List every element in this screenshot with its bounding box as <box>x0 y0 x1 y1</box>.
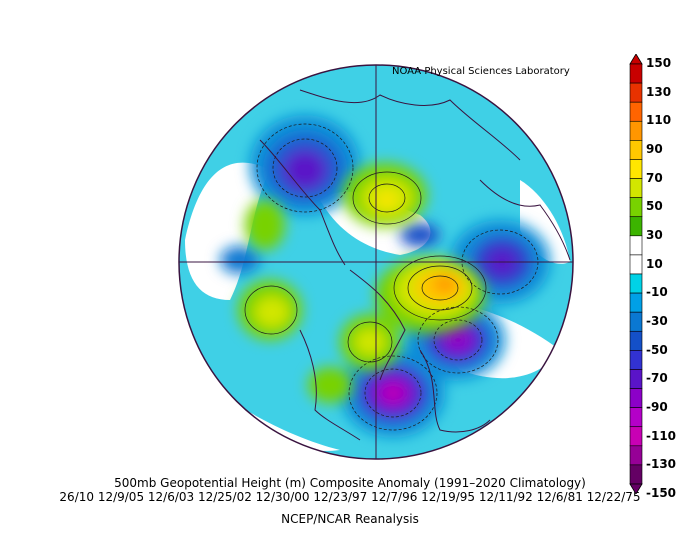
colorbar-swatch <box>629 311 643 332</box>
colorbar-swatch <box>629 63 643 84</box>
colorbar-swatch <box>629 254 643 275</box>
colorbar-tick-label: 30 <box>646 228 663 242</box>
colorbar-tick-label: -30 <box>646 314 668 328</box>
colorbar-tick-label: 10 <box>646 256 663 271</box>
colorbar-swatch <box>629 216 643 237</box>
colorbar-arrow-bottom <box>629 483 643 494</box>
colorbar-swatch <box>629 140 643 160</box>
caption-dates: 26/10 12/9/05 12/6/03 12/25/02 12/30/00 … <box>59 490 641 504</box>
colorbar-swatch <box>629 273 643 294</box>
positive-anomaly-regions <box>238 163 485 403</box>
graticule <box>179 65 573 459</box>
colorbar-tick-label: 110 <box>646 113 672 128</box>
colorbar-swatch <box>629 464 643 485</box>
colorbar-swatch <box>629 426 643 447</box>
colorbar-swatch <box>629 369 643 389</box>
colorbar-swatch <box>629 82 643 103</box>
coastlines <box>259 89 571 441</box>
colorbar-tick-label: -50 <box>646 342 668 357</box>
colorbar-arrow-top <box>629 54 643 65</box>
colorbar-swatch <box>629 235 643 256</box>
colorbar-tick-label: 50 <box>646 199 663 214</box>
colorbar-swatch <box>629 101 643 122</box>
colorbar-tick-label: 70 <box>646 170 663 185</box>
colorbar-swatch <box>629 292 643 313</box>
colorbar-swatch <box>629 407 643 428</box>
colorbar-tick-label: -130 <box>646 457 677 472</box>
map-boundary <box>178 64 574 460</box>
colorbar-tick-label: 130 <box>646 84 672 99</box>
colorbar-tick-label: -70 <box>646 371 668 386</box>
positive-contours <box>244 171 487 363</box>
colorbar-tick-label: -10 <box>646 285 668 300</box>
caption-source: NCEP/NCAR Reanalysis <box>281 512 419 526</box>
colorbar-tick-label: 150 <box>646 56 672 70</box>
colorbar-swatch <box>629 350 643 370</box>
colorbar-swatch <box>629 445 643 466</box>
colorbar-swatch <box>629 197 643 218</box>
caption-title: 500mb Geopotential Height (m) Composite … <box>114 476 586 490</box>
lab-label: NOAA Physical Sciences Laboratory <box>392 66 570 77</box>
colorbar-swatch <box>629 178 643 198</box>
colorbar: 150 130 110 90 70 50 30 10 -10 -30 -50 -70 -90 -110 -1… <box>628 54 700 500</box>
colorbar-tick-label: 90 <box>646 142 663 156</box>
colorbar-tick-label: -110 <box>646 428 677 443</box>
colorbar-tick-label: -90 <box>646 400 668 414</box>
colorbar-tick-label: -150 <box>646 486 677 500</box>
colorbar-swatch <box>629 330 643 351</box>
colorbar-swatches <box>629 54 643 494</box>
colorbar-swatch <box>629 388 643 408</box>
colorbar-swatch <box>629 159 643 179</box>
colorbar-swatch <box>629 120 643 141</box>
